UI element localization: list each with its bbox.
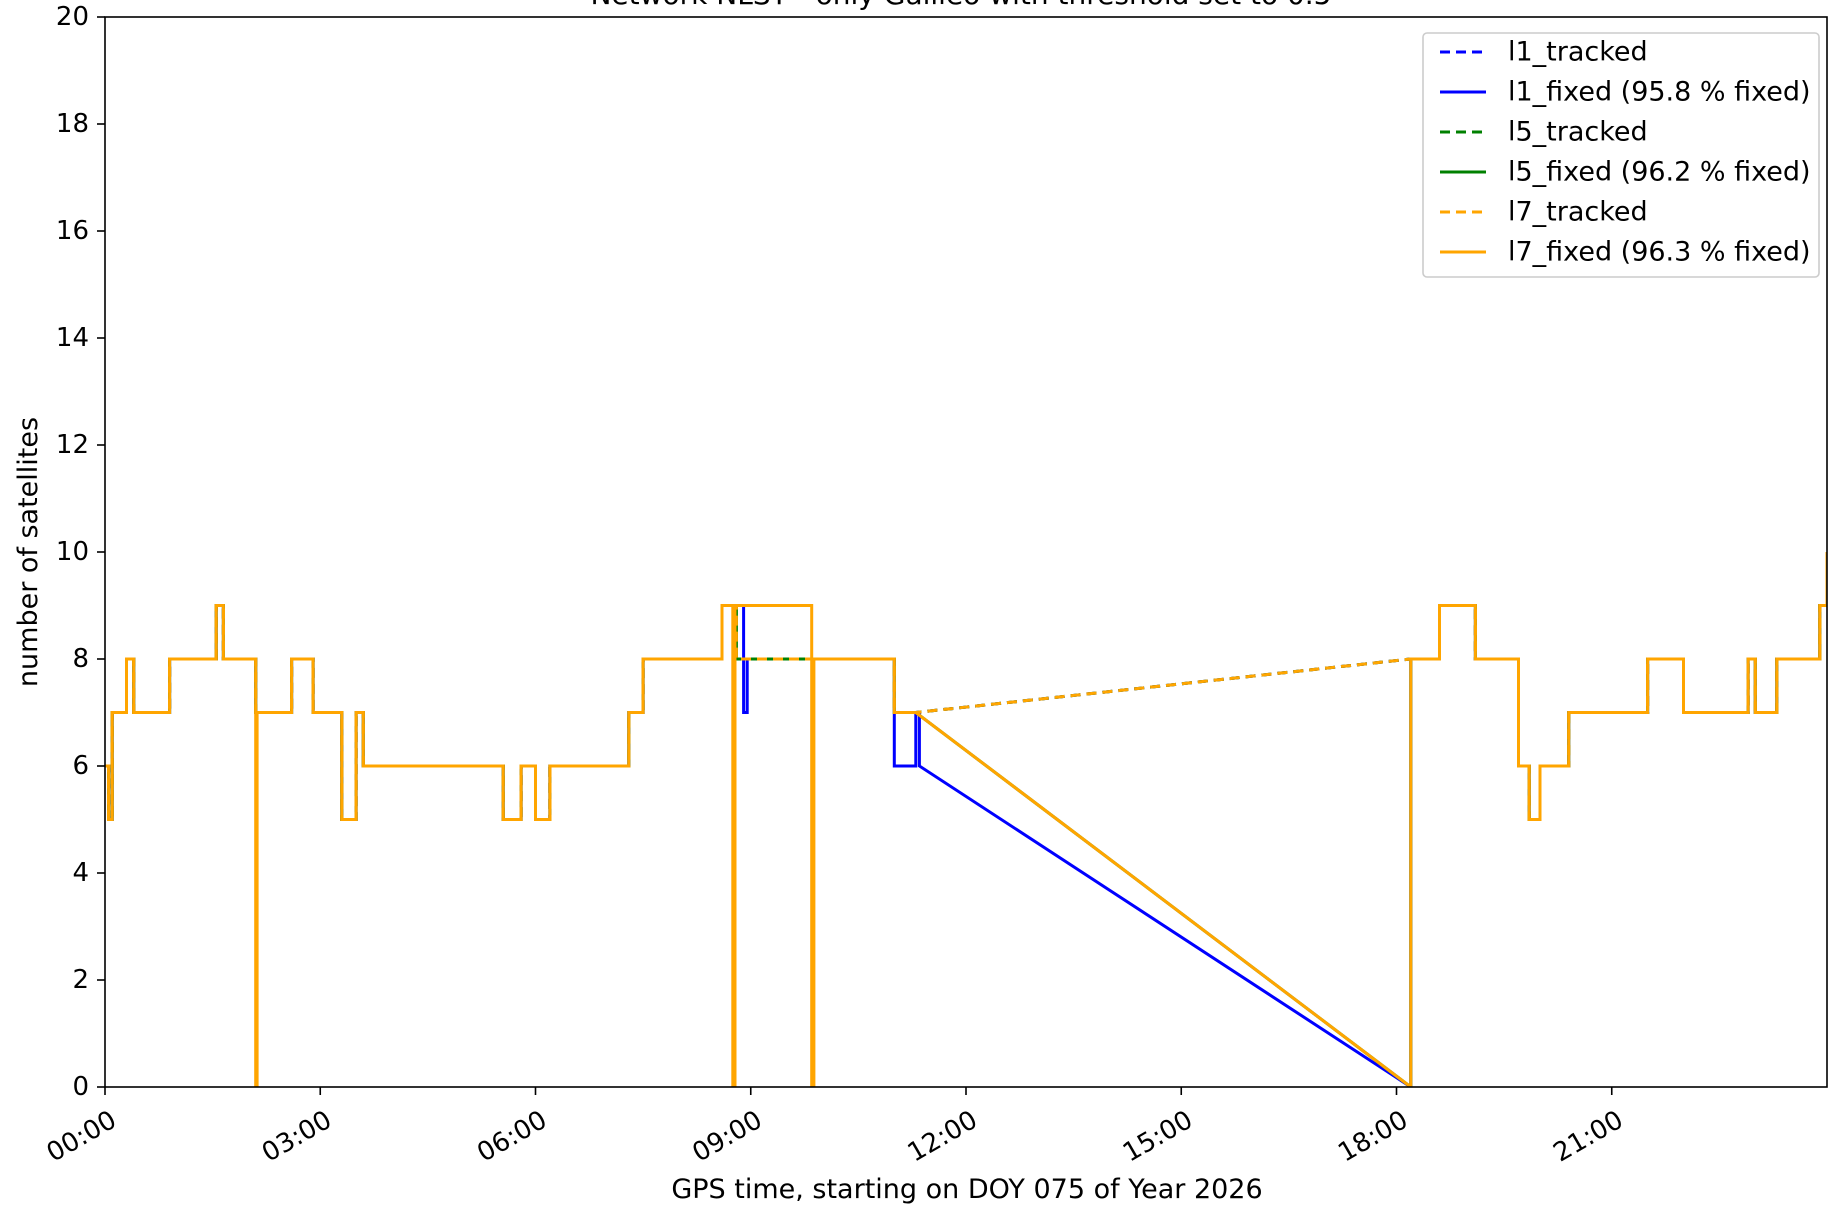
y-axis: 0 2 4 6 8 10 12 14 16 18 20 — [56, 2, 105, 1102]
legend-label: l7_fixed (96.3 % fixed) — [1508, 237, 1811, 268]
x-axis-label: GPS time, starting on DOY 075 of Year 20… — [671, 1174, 1262, 1205]
chart-title: Network NLST - only Galileo with thresho… — [590, 0, 1331, 11]
y-tick-label: 6 — [72, 751, 89, 781]
y-tick-label: 0 — [72, 1072, 89, 1102]
legend-label: l5_tracked — [1508, 117, 1648, 148]
plot-frame — [104, 16, 1828, 1088]
legend-label: l1_tracked — [1508, 37, 1648, 68]
legend-label: l5_fixed (96.2 % fixed) — [1508, 157, 1811, 188]
legend-label: l1_fixed (95.8 % fixed) — [1508, 77, 1811, 108]
y-tick-label: 16 — [56, 216, 89, 246]
legend-box — [1422, 32, 1820, 278]
legend: l1_tracked l1_fixed (95.8 % fixed) l5_trac… — [1422, 32, 1820, 278]
y-tick-label: 14 — [56, 323, 89, 353]
y-tick-label: 12 — [56, 430, 89, 460]
legend-label: l7_tracked — [1508, 197, 1648, 228]
y-tick-label: 20 — [56, 2, 89, 32]
y-axis-label: number of satellites — [13, 417, 44, 687]
plot-area — [105, 552, 1827, 1087]
y-tick-label: 4 — [72, 858, 89, 888]
y-tick-label: 8 — [72, 644, 89, 674]
y-tick-label: 10 — [56, 537, 89, 567]
y-tick-label: 2 — [72, 965, 89, 995]
y-tick-label: 18 — [56, 109, 89, 139]
series-line-l7-tracked — [105, 552, 1827, 821]
